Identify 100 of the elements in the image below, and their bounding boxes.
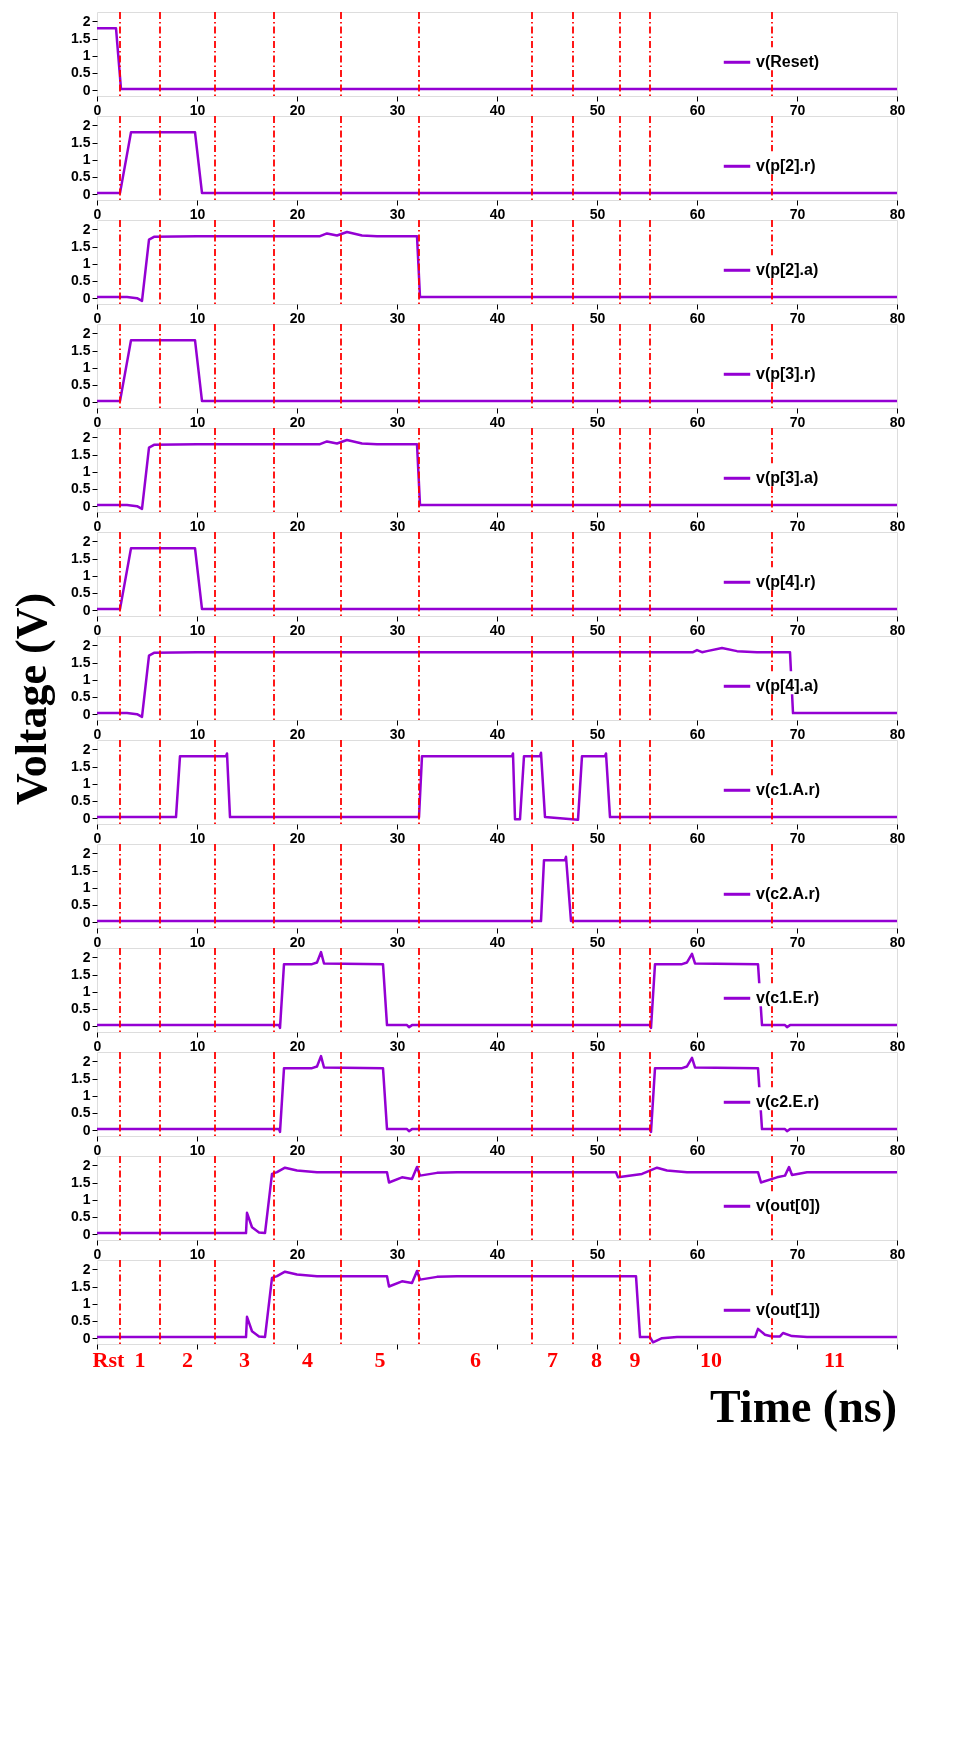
x-tick-label: 30	[389, 829, 406, 846]
y-tick-label: 0.5	[71, 1000, 91, 1017]
y-tick-label: 0.5	[71, 376, 91, 393]
y-tick-label: 1.5	[71, 654, 91, 671]
y-tick-label: 1.5	[71, 966, 91, 983]
x-tick-label: 40	[489, 413, 506, 430]
x-tick-label: 60	[689, 1037, 706, 1054]
legend-label: v(Reset)	[756, 53, 820, 71]
x-tick-label: 70	[789, 1037, 806, 1054]
y-tick-label: 0.5	[71, 792, 91, 809]
x-tick-label: 0	[93, 829, 102, 846]
y-tick-label: 2	[82, 116, 91, 133]
y-tick-label: 2	[82, 532, 91, 549]
y-tick-label: 1	[82, 567, 91, 584]
x-tick-label: 20	[289, 205, 306, 222]
x-tick-label: 40	[489, 725, 506, 742]
x-tick-label: 40	[489, 1037, 506, 1054]
x-tick-label: 70	[789, 621, 806, 638]
text: 8	[591, 1347, 602, 1372]
y-tick-label: 0	[82, 289, 91, 306]
y-axis-title: Voltage (V)	[7, 592, 56, 806]
text: 6	[470, 1347, 481, 1372]
legend-label: v(p[4].r)	[756, 573, 816, 591]
y-tick-label: 0.5	[71, 1208, 91, 1225]
x-tick-label: 50	[589, 413, 606, 430]
y-tick-label: 0	[82, 185, 91, 202]
x-axis-title: Time (ns)	[710, 1381, 897, 1432]
x-tick-label: 0	[93, 1141, 102, 1158]
y-tick-label: 0	[82, 1225, 91, 1242]
y-tick-label: 0	[82, 705, 91, 722]
legend-label: v(p[2].a)	[756, 261, 819, 279]
x-tick-label: 40	[489, 1245, 506, 1262]
x-tick-label: 0	[93, 933, 102, 950]
y-tick-label: 1	[82, 1295, 91, 1312]
x-tick-label: 30	[389, 309, 406, 326]
x-tick-label: 80	[889, 413, 906, 430]
legend-label: v(out[0])	[756, 1197, 820, 1215]
x-tick-label: 10	[189, 413, 206, 430]
y-tick-label: 2	[82, 636, 91, 653]
x-tick-label: 40	[489, 309, 506, 326]
legend-label: v(p[3].r)	[756, 365, 816, 383]
y-tick-label: 1.5	[71, 1278, 91, 1295]
y-tick-label: 0.5	[71, 896, 91, 913]
x-tick-label: 60	[689, 829, 706, 846]
x-tick-label: 70	[789, 101, 806, 118]
x-tick-label: 80	[889, 101, 906, 118]
x-tick-label: 70	[789, 725, 806, 742]
text: 9	[629, 1347, 641, 1372]
x-tick-label: 80	[889, 933, 906, 950]
y-tick-label: 2	[82, 428, 91, 445]
x-tick-label: 10	[189, 101, 206, 118]
x-tick-label: 60	[689, 413, 706, 430]
x-tick-label: 20	[289, 933, 306, 950]
legend-label: v(c2.E.r)	[756, 1093, 820, 1111]
x-tick-label: 50	[589, 309, 606, 326]
x-tick-label: 20	[289, 1037, 306, 1054]
legend-label: v(c1.E.r)	[756, 989, 820, 1007]
x-tick-label: 0	[93, 101, 102, 118]
x-tick-label: 50	[589, 101, 606, 118]
legend-label: v(p[3].a)	[756, 469, 819, 487]
x-tick-label: 50	[589, 829, 606, 846]
text: 5	[374, 1347, 386, 1372]
y-tick-label: 0	[82, 913, 91, 930]
x-tick-label: 10	[189, 517, 206, 534]
x-tick-label: 60	[689, 101, 706, 118]
y-tick-label: 1	[82, 775, 91, 792]
x-tick-label: 80	[889, 309, 906, 326]
y-tick-label: 0.5	[71, 688, 91, 705]
x-tick-label: 60	[689, 621, 706, 638]
y-tick-label: 0	[82, 1329, 91, 1346]
x-tick-label: 70	[789, 933, 806, 950]
x-tick-label: 40	[489, 517, 506, 534]
x-tick-label: 80	[889, 725, 906, 742]
x-tick-label: 0	[93, 413, 102, 430]
y-tick-label: 0	[82, 497, 91, 514]
x-tick-label: 0	[93, 309, 102, 326]
y-tick-label: 1	[82, 983, 91, 1000]
x-tick-label: 20	[289, 725, 306, 742]
x-tick-label: 10	[189, 309, 206, 326]
y-tick-label: 1.5	[71, 862, 91, 879]
x-tick-label: 10	[189, 1245, 206, 1262]
text: 7	[547, 1347, 558, 1372]
x-tick-label: 70	[789, 1245, 806, 1262]
x-tick-label: 50	[589, 621, 606, 638]
x-tick-label: 60	[689, 309, 706, 326]
y-tick-label: 1.5	[71, 550, 91, 567]
x-tick-label: 30	[389, 1141, 406, 1158]
x-tick-label: 60	[689, 1245, 706, 1262]
y-tick-label: 2	[82, 1052, 91, 1069]
x-tick-label: 20	[289, 621, 306, 638]
x-tick-label: 80	[889, 205, 906, 222]
x-tick-label: 30	[389, 1037, 406, 1054]
y-tick-label: 0.5	[71, 584, 91, 601]
y-tick-label: 1	[82, 879, 91, 896]
y-tick-label: 1.5	[71, 342, 91, 359]
legend-label: v(out[1])	[756, 1301, 820, 1319]
x-tick-label: 30	[389, 205, 406, 222]
y-tick-label: 2	[82, 12, 91, 29]
x-tick-label: 30	[389, 517, 406, 534]
x-tick-label: 40	[489, 621, 506, 638]
